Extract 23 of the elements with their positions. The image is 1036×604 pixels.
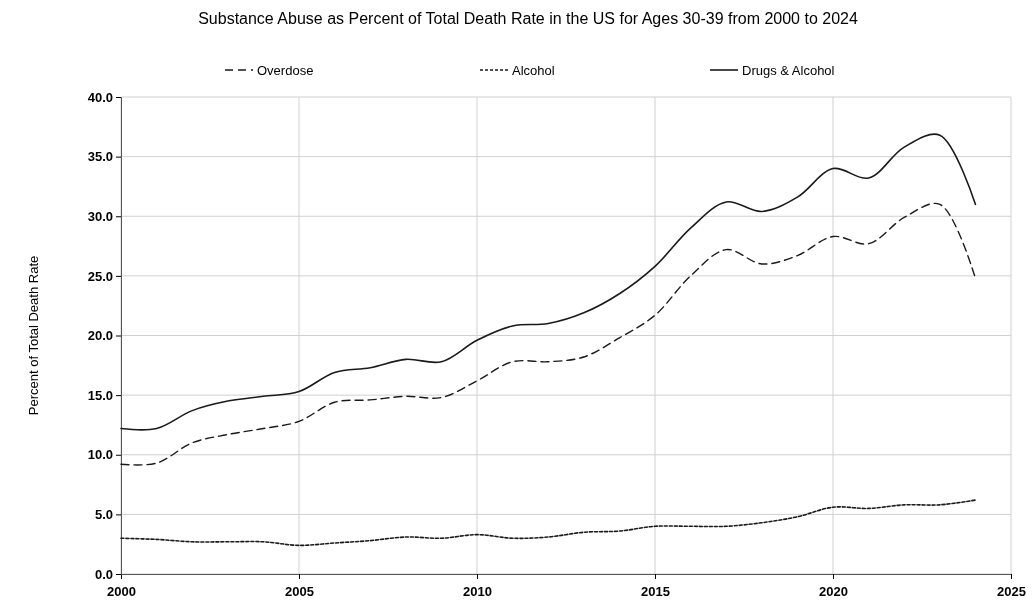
legend-label: Overdose xyxy=(257,62,314,78)
line-series xyxy=(120,499,977,547)
y-tick-label: 30.0 xyxy=(87,208,113,224)
x-tick-label: 2015 xyxy=(641,584,670,600)
chart-title: Substance Abuse as Percent of Total Death Rate in the US for Ages 30-39 from 2000 to 2024 xyxy=(198,10,858,27)
y-tick-label: 35.0 xyxy=(87,149,113,165)
y-tick-label: 0.0 xyxy=(94,566,113,582)
y-tick-label: 40.0 xyxy=(87,89,113,105)
y-tick-label: 20.0 xyxy=(87,328,113,344)
x-tick-label: 2000 xyxy=(107,584,136,600)
line-series xyxy=(120,203,977,466)
x-tick-label: 2010 xyxy=(463,584,492,600)
line-series xyxy=(120,133,977,431)
y-tick-label: 15.0 xyxy=(87,387,113,403)
legend-label: Drugs & Alcohol xyxy=(742,62,835,78)
legend-label: Alcohol xyxy=(512,62,555,78)
y-axis-title: Percent of Total Death Rate xyxy=(26,255,41,416)
y-tick-label: 5.0 xyxy=(94,507,113,523)
x-tick-label: 2020 xyxy=(819,584,848,600)
y-tick-label: 10.0 xyxy=(87,447,113,463)
x-tick-label: 2005 xyxy=(285,584,314,600)
x-tick-label: 2025 xyxy=(997,584,1026,600)
y-tick-label: 25.0 xyxy=(87,268,113,284)
